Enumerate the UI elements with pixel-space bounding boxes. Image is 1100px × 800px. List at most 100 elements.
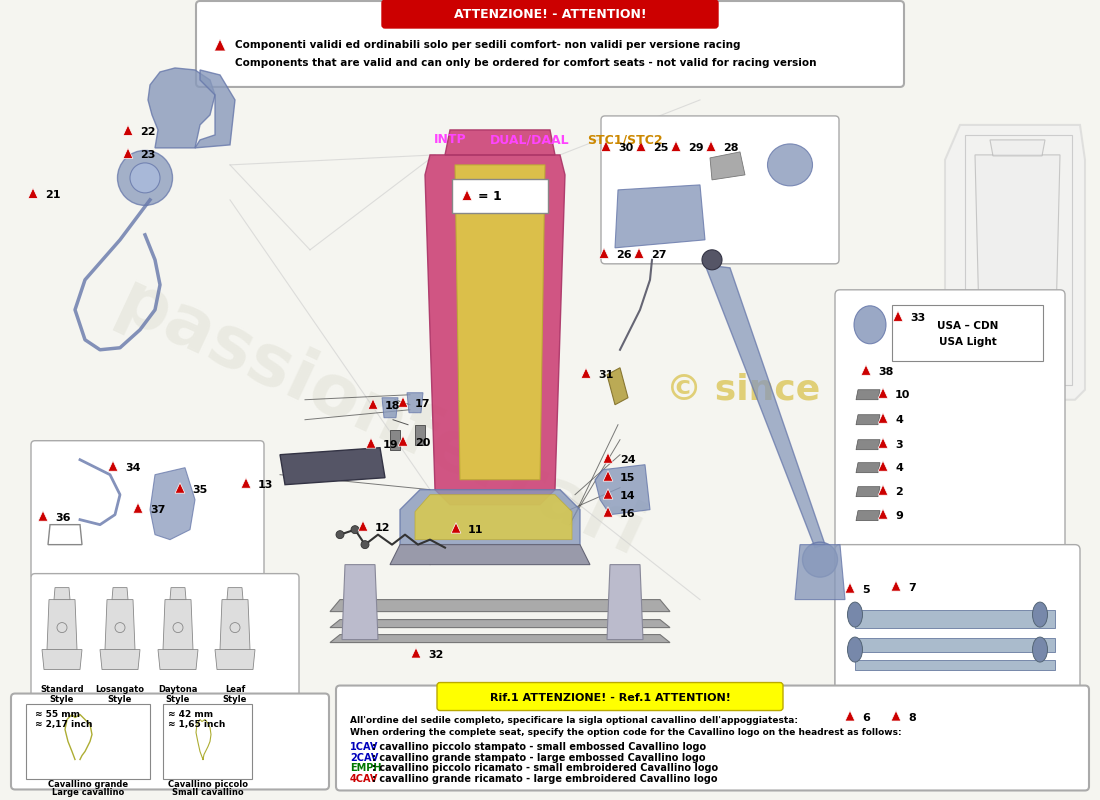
Polygon shape xyxy=(54,588,70,600)
Text: 2: 2 xyxy=(895,486,903,497)
Polygon shape xyxy=(855,659,1055,670)
Polygon shape xyxy=(451,522,461,533)
Polygon shape xyxy=(856,414,880,425)
Polygon shape xyxy=(634,248,643,258)
Polygon shape xyxy=(615,185,705,248)
Polygon shape xyxy=(581,368,591,378)
FancyBboxPatch shape xyxy=(163,703,252,779)
Ellipse shape xyxy=(803,542,837,577)
Polygon shape xyxy=(47,600,77,650)
Polygon shape xyxy=(990,140,1045,156)
Polygon shape xyxy=(795,545,845,600)
Polygon shape xyxy=(893,310,903,322)
Text: 35: 35 xyxy=(192,485,207,494)
Text: ≈ 42 mm: ≈ 42 mm xyxy=(168,710,213,718)
Text: 13: 13 xyxy=(258,480,274,490)
Text: ATTENZIONE! - ATTENTION!: ATTENZIONE! - ATTENTION! xyxy=(453,9,647,22)
Text: 4CAV: 4CAV xyxy=(350,774,378,785)
Polygon shape xyxy=(603,506,613,517)
Polygon shape xyxy=(227,588,243,600)
Ellipse shape xyxy=(847,602,862,627)
FancyBboxPatch shape xyxy=(892,305,1043,361)
Text: 11: 11 xyxy=(468,525,484,534)
Text: 10: 10 xyxy=(895,390,911,400)
Polygon shape xyxy=(975,155,1060,360)
Text: 32: 32 xyxy=(428,650,443,659)
Polygon shape xyxy=(845,710,855,721)
FancyBboxPatch shape xyxy=(452,179,548,213)
Polygon shape xyxy=(330,619,670,627)
Polygon shape xyxy=(601,141,610,151)
Text: 34: 34 xyxy=(125,462,141,473)
Polygon shape xyxy=(123,148,133,158)
Polygon shape xyxy=(42,650,82,670)
Polygon shape xyxy=(856,390,880,400)
Polygon shape xyxy=(368,398,378,410)
Text: © since 1995: © since 1995 xyxy=(667,373,934,406)
Text: 16: 16 xyxy=(620,509,636,518)
Text: 37: 37 xyxy=(150,505,165,514)
Polygon shape xyxy=(104,600,135,650)
Polygon shape xyxy=(195,70,235,148)
FancyBboxPatch shape xyxy=(336,686,1089,790)
FancyBboxPatch shape xyxy=(31,441,264,578)
Polygon shape xyxy=(607,565,644,639)
Polygon shape xyxy=(150,468,195,540)
Text: USA Light: USA Light xyxy=(939,337,997,346)
Polygon shape xyxy=(133,502,143,513)
Ellipse shape xyxy=(57,622,67,633)
FancyBboxPatch shape xyxy=(835,545,1080,750)
Polygon shape xyxy=(861,365,871,375)
Text: Small cavallino: Small cavallino xyxy=(173,789,244,798)
Text: : cavallino grande stampato - large embossed Cavallino logo: : cavallino grande stampato - large embo… xyxy=(372,753,705,762)
Text: 28: 28 xyxy=(723,143,738,153)
Polygon shape xyxy=(163,600,192,650)
Text: : cavallino piccolo stampato - small embossed Cavallino logo: : cavallino piccolo stampato - small emb… xyxy=(372,742,706,751)
Text: 4: 4 xyxy=(895,462,903,473)
Text: 4: 4 xyxy=(895,414,903,425)
Ellipse shape xyxy=(130,163,159,193)
Polygon shape xyxy=(175,482,185,493)
Polygon shape xyxy=(214,650,255,670)
Text: 30: 30 xyxy=(618,143,634,153)
Polygon shape xyxy=(845,582,855,593)
Polygon shape xyxy=(600,248,609,258)
Text: 33: 33 xyxy=(910,313,925,322)
Text: EMPH: EMPH xyxy=(350,763,382,774)
Text: 2CAV: 2CAV xyxy=(350,753,378,762)
Polygon shape xyxy=(603,453,613,463)
Polygon shape xyxy=(415,425,425,445)
Ellipse shape xyxy=(230,622,240,633)
Polygon shape xyxy=(108,461,118,471)
Text: 36: 36 xyxy=(55,513,70,522)
FancyBboxPatch shape xyxy=(835,290,1065,690)
FancyBboxPatch shape xyxy=(31,574,299,702)
Polygon shape xyxy=(425,155,565,505)
Text: 38: 38 xyxy=(878,366,893,377)
Polygon shape xyxy=(390,545,590,565)
Text: 9: 9 xyxy=(895,510,903,521)
Ellipse shape xyxy=(1033,602,1047,627)
Polygon shape xyxy=(359,521,367,531)
FancyBboxPatch shape xyxy=(382,0,718,28)
Polygon shape xyxy=(878,388,888,398)
Polygon shape xyxy=(462,190,472,200)
Polygon shape xyxy=(123,125,133,135)
Polygon shape xyxy=(398,397,408,407)
Text: ≈ 2,17 inch: ≈ 2,17 inch xyxy=(35,719,92,729)
Text: 6: 6 xyxy=(862,713,870,722)
Polygon shape xyxy=(48,525,82,545)
Text: 12: 12 xyxy=(375,522,390,533)
Ellipse shape xyxy=(116,622,125,633)
Text: Cavallino piccolo: Cavallino piccolo xyxy=(168,781,248,790)
Text: 23: 23 xyxy=(140,150,155,160)
Text: Daytona: Daytona xyxy=(158,685,198,694)
Text: Losangato: Losangato xyxy=(96,685,144,694)
Text: 14: 14 xyxy=(620,490,636,501)
Text: 20: 20 xyxy=(415,438,430,448)
Text: 31: 31 xyxy=(598,370,614,380)
Text: 15: 15 xyxy=(620,473,636,482)
Polygon shape xyxy=(856,510,880,521)
Polygon shape xyxy=(455,165,544,480)
Polygon shape xyxy=(855,638,1055,651)
